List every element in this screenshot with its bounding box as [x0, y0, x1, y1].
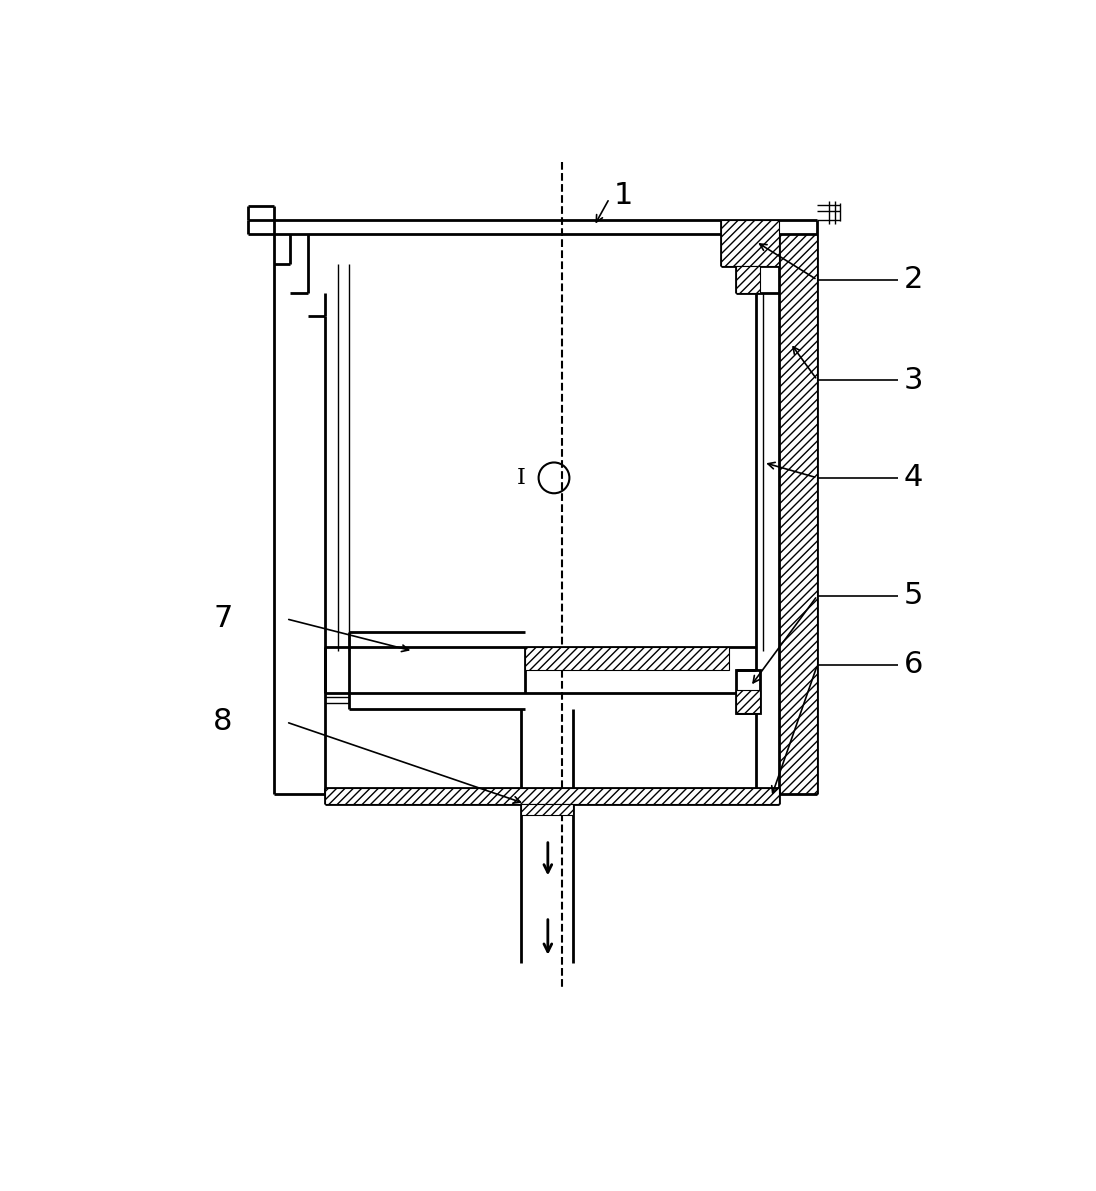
Text: 2: 2 — [904, 266, 923, 294]
Text: 3: 3 — [904, 366, 923, 394]
Text: 5: 5 — [904, 581, 923, 610]
Bar — [737, 266, 760, 293]
Text: 1: 1 — [614, 181, 633, 210]
Text: 7: 7 — [214, 604, 232, 634]
Text: 6: 6 — [904, 650, 923, 680]
Bar — [721, 220, 779, 266]
Text: 8: 8 — [213, 707, 232, 736]
Text: I: I — [517, 467, 526, 488]
Bar — [737, 671, 760, 712]
Bar — [779, 233, 818, 793]
Text: 4: 4 — [904, 463, 923, 492]
Bar — [525, 647, 729, 671]
Bar — [521, 804, 573, 815]
Bar — [324, 788, 779, 804]
Bar — [737, 690, 760, 712]
